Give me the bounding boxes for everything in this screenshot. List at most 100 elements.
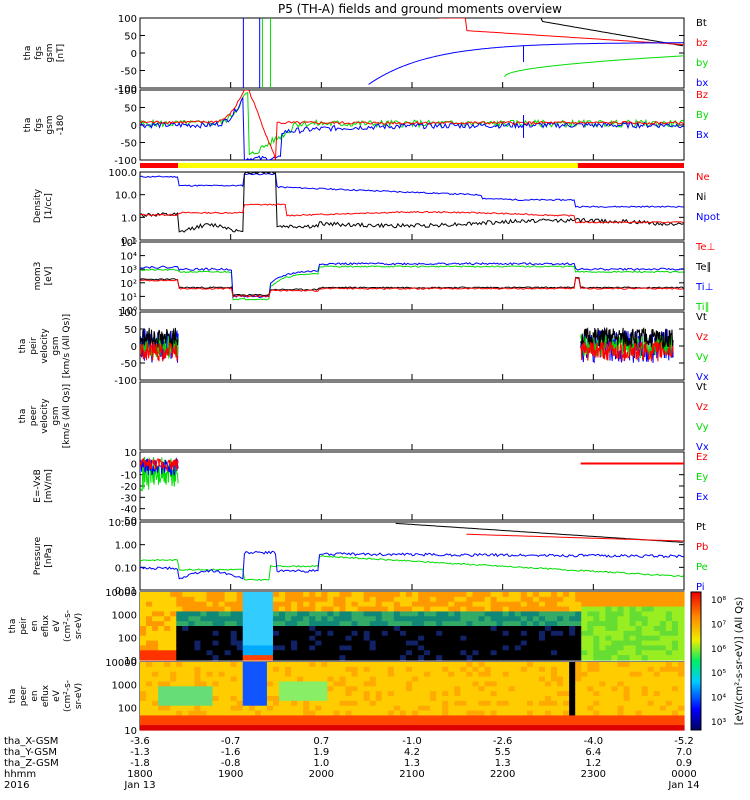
series-vt bbox=[140, 327, 179, 348]
spectrogram-cell bbox=[152, 725, 159, 731]
spectrogram-cell bbox=[212, 635, 220, 642]
spectrogram-cell bbox=[454, 705, 461, 712]
spectrogram-cell bbox=[140, 662, 147, 668]
spectrogram-cell bbox=[285, 616, 292, 622]
spectrogram-cell bbox=[176, 650, 183, 656]
spectrogram-cell bbox=[460, 691, 467, 697]
spectrogram-cell bbox=[158, 601, 165, 608]
spectrogram-cell bbox=[653, 616, 661, 622]
spectrogram-cell bbox=[375, 601, 383, 608]
spectrogram-cell bbox=[218, 666, 226, 673]
spectrogram-cell bbox=[677, 611, 685, 617]
spectrogram-cell bbox=[218, 676, 226, 683]
y-tick-label: 10000 bbox=[105, 588, 137, 599]
spectrogram-cell bbox=[641, 696, 649, 702]
spectrogram-cell bbox=[412, 626, 419, 632]
spectrogram-cell bbox=[230, 720, 238, 726]
spectrogram-cell bbox=[502, 662, 510, 668]
spectrogram-cell bbox=[266, 710, 274, 717]
spectrogram-cell bbox=[158, 671, 165, 678]
spectrogram-cell bbox=[629, 676, 637, 683]
spectrogram-cell bbox=[502, 616, 510, 622]
spectrogram-cell bbox=[496, 601, 504, 608]
spectrogram-cell bbox=[448, 696, 455, 702]
spectrogram-cell bbox=[641, 666, 649, 673]
spectrogram-cell bbox=[514, 640, 522, 647]
spectrogram-cell bbox=[272, 606, 280, 613]
spectrogram-cell bbox=[436, 611, 443, 617]
spectrogram-cell bbox=[206, 691, 214, 697]
spectrogram-cell bbox=[357, 635, 365, 642]
spectrogram-cell bbox=[460, 681, 467, 687]
spectrogram-cell bbox=[266, 640, 274, 647]
spectrogram-cell bbox=[357, 691, 365, 697]
spectrogram-cell bbox=[659, 691, 667, 697]
spectrogram-cell bbox=[309, 650, 316, 656]
y-tick-label: 100.0 bbox=[108, 168, 137, 179]
spectrogram-cell bbox=[152, 596, 159, 603]
spectrogram-cell bbox=[581, 621, 588, 627]
legend-label-ti⊥: Ti⊥ bbox=[695, 282, 713, 293]
spectrogram-cell bbox=[206, 666, 214, 673]
spectrogram-cell bbox=[333, 720, 341, 726]
spectrogram-cell bbox=[254, 662, 262, 668]
spectrogram-cell bbox=[653, 725, 661, 731]
spectrogram-cell bbox=[641, 686, 649, 692]
spectrogram-cell bbox=[629, 611, 637, 617]
spectrogram-cell bbox=[605, 715, 613, 721]
spectrogram-cell bbox=[327, 596, 335, 603]
spectrogram-cell bbox=[152, 686, 159, 692]
spectrogram-cell bbox=[587, 655, 594, 661]
spectrogram-cell bbox=[563, 655, 570, 661]
spectrogram-cell bbox=[321, 635, 328, 642]
spectrogram-cell bbox=[309, 686, 316, 692]
spectrogram-cell bbox=[623, 725, 631, 731]
spectrogram-cell bbox=[266, 626, 274, 632]
spectrogram-cell bbox=[460, 715, 467, 721]
spectrogram-cell bbox=[200, 686, 208, 692]
spectrogram-cell bbox=[236, 710, 244, 717]
spectrogram-cell bbox=[375, 635, 383, 642]
spectrogram-cell bbox=[659, 671, 667, 678]
spectrogram-cell bbox=[466, 686, 474, 692]
spectrogram-cell bbox=[653, 596, 661, 603]
spectrogram-cell bbox=[333, 696, 341, 702]
spectrogram-cell bbox=[260, 635, 268, 642]
spectrogram-cell bbox=[224, 592, 232, 598]
panel-frame bbox=[139, 381, 685, 451]
spectrogram-cell bbox=[291, 696, 298, 702]
spectrogram-cell bbox=[635, 720, 643, 726]
spectrogram-cell bbox=[224, 655, 232, 661]
spectrogram-cell bbox=[321, 592, 328, 598]
spectrogram-cell bbox=[182, 650, 189, 656]
spectrogram-cell bbox=[230, 616, 238, 622]
spectrogram-cell bbox=[357, 705, 365, 712]
spectrogram-cell bbox=[653, 696, 661, 702]
spectrogram-cell bbox=[460, 710, 467, 717]
spectrogram-cell bbox=[333, 645, 341, 651]
spectrogram-cell bbox=[357, 700, 365, 707]
spectrogram-cell bbox=[333, 671, 341, 678]
spectrogram-cell bbox=[551, 596, 558, 603]
spectrogram-cell bbox=[617, 671, 625, 678]
spectrogram-cell bbox=[188, 611, 195, 617]
spectrogram-cell bbox=[635, 681, 643, 687]
spectrogram-cell bbox=[200, 671, 208, 678]
spectrogram-cell bbox=[375, 696, 383, 702]
spectrogram-cell bbox=[212, 616, 220, 622]
y-tick-label: 50 bbox=[124, 32, 137, 43]
spectrogram-cell bbox=[605, 645, 613, 651]
spectrogram-cell bbox=[623, 662, 631, 668]
spectrogram-cell bbox=[200, 662, 208, 668]
spectrogram-cell bbox=[635, 645, 643, 651]
spectrogram-cell bbox=[575, 691, 582, 697]
spectrogram-cell bbox=[236, 621, 244, 627]
spectrogram-cell bbox=[496, 650, 504, 656]
spectrogram-cell bbox=[599, 626, 607, 632]
spectrogram-cell bbox=[230, 621, 238, 627]
spectrogram-cell bbox=[399, 655, 407, 661]
spectrogram-cell bbox=[587, 662, 594, 668]
spectrogram-cell bbox=[623, 611, 631, 617]
spectrogram-cell bbox=[369, 655, 377, 661]
spectrogram-cell bbox=[466, 596, 474, 603]
